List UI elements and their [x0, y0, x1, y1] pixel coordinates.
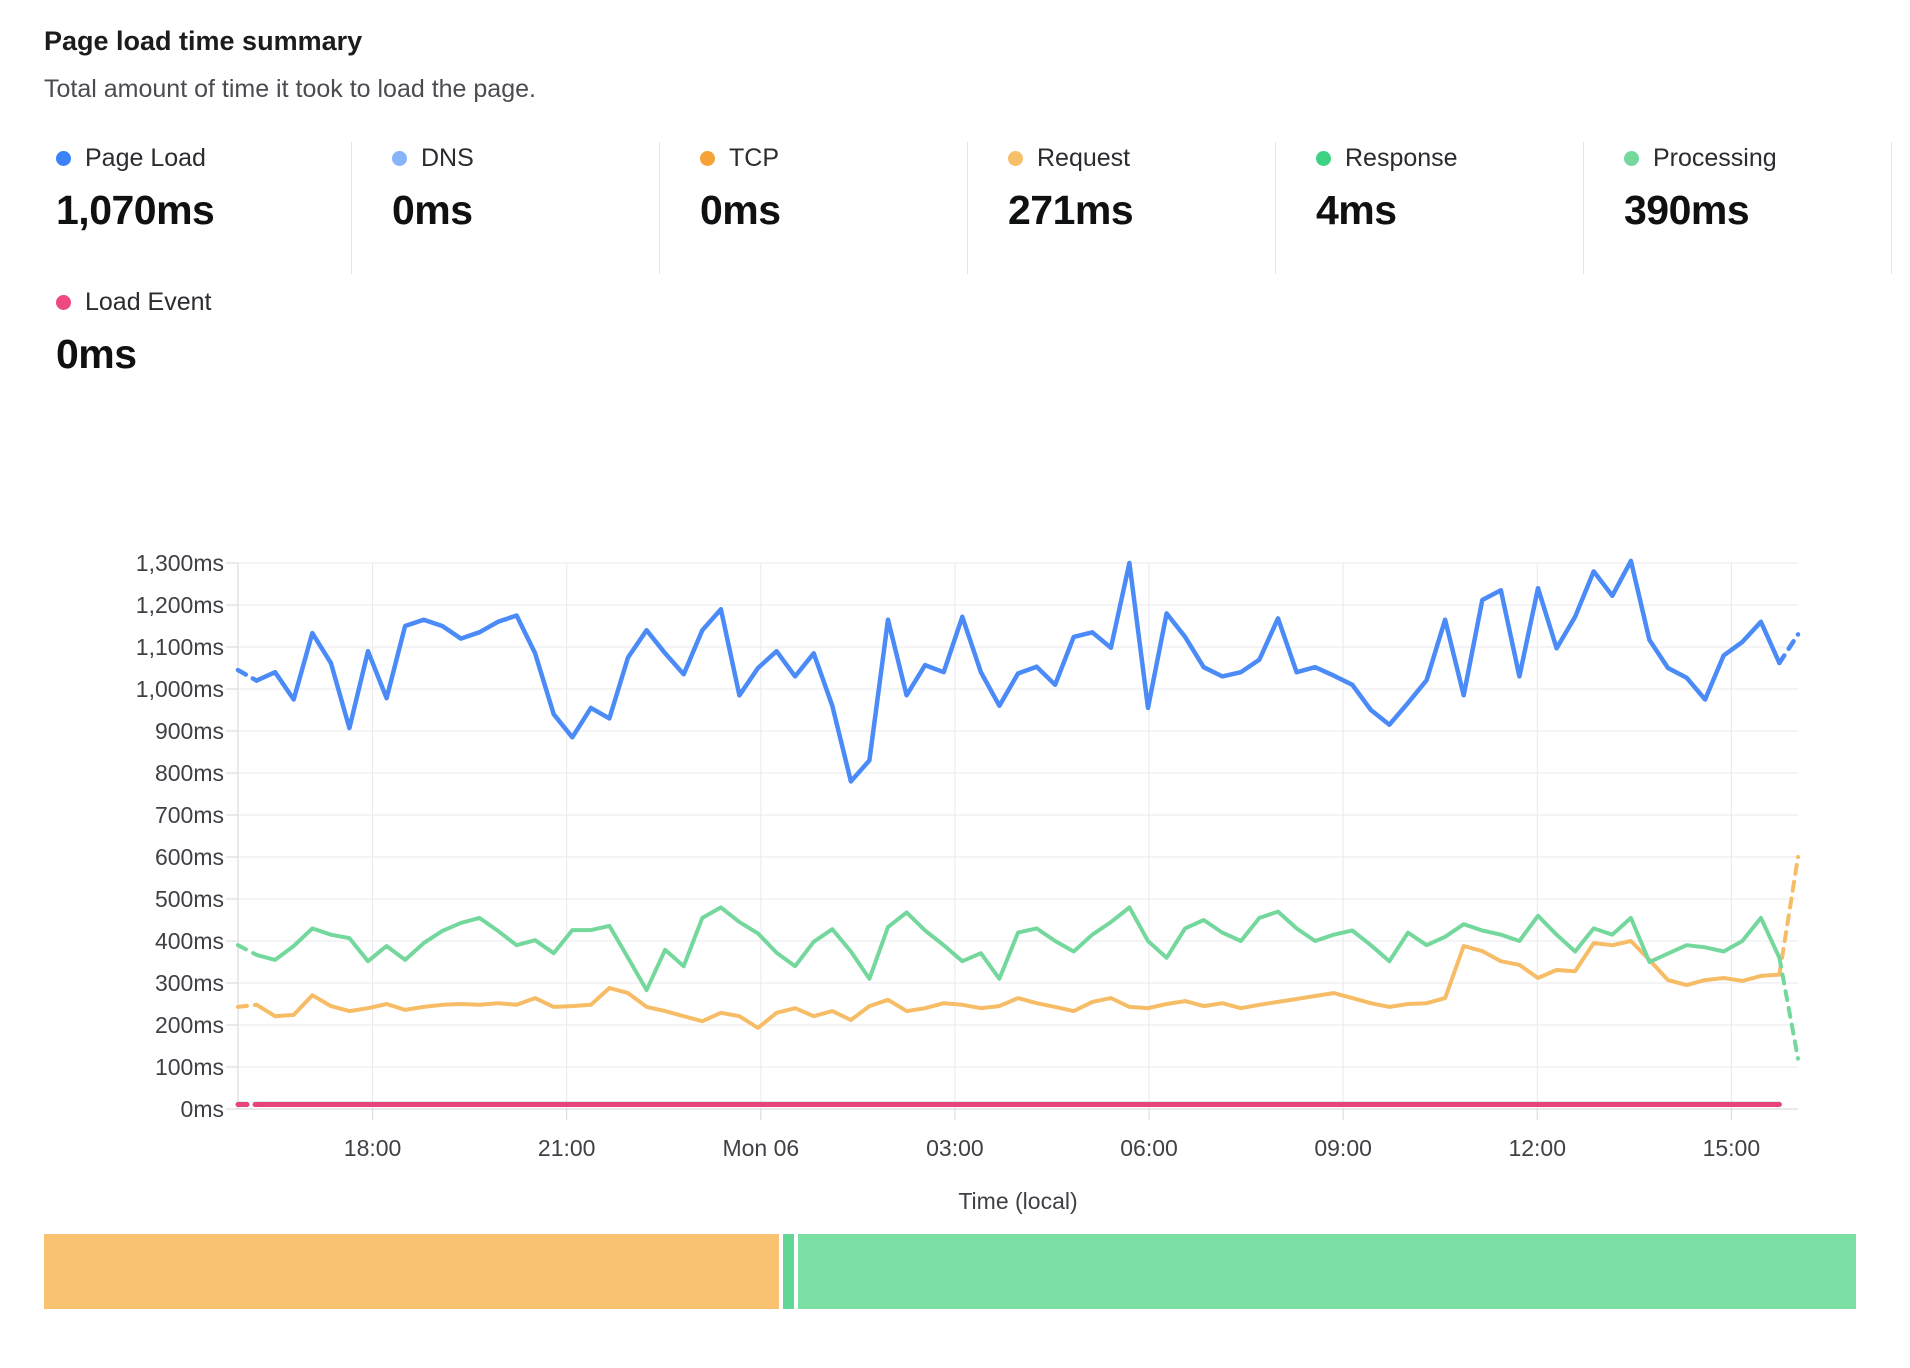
metric-load-event-label-row: Load Event	[56, 288, 1910, 317]
y-axis-label-800ms: 800ms	[154, 760, 224, 786]
timing-breakdown-bar	[44, 1234, 1856, 1309]
series-line-request	[254, 939, 1782, 1030]
y-axis-label-900ms: 900ms	[154, 718, 224, 744]
series-dash-end-processing	[1777, 955, 1800, 1061]
metric-page-load: Page Load 1,070ms	[44, 142, 352, 274]
series-dash-start-page-load	[235, 667, 259, 683]
y-axis-label-400ms: 400ms	[154, 928, 224, 954]
series-dash-start-processing	[236, 943, 259, 957]
metric-processing-label-row: Processing	[1624, 144, 1891, 173]
y-axis-label-1000ms: 1,000ms	[135, 676, 224, 702]
x-axis-label-Mon06: Mon 06	[722, 1135, 800, 1161]
metric-request-value: 271ms	[1008, 187, 1134, 233]
metric-page-load-value: 1,070ms	[56, 187, 215, 233]
y-axis-label-0ms: 0ms	[180, 1096, 224, 1122]
x-axis-label-1200: 12:00	[1508, 1135, 1567, 1161]
metric-dns-value: 0ms	[392, 187, 473, 233]
load-event-legend-dot-icon	[56, 295, 71, 310]
x-axis-label-0300: 03:00	[926, 1135, 984, 1161]
metric-dns: DNS 0ms	[352, 142, 660, 274]
y-axis-label-1300ms: 1,300ms	[135, 550, 224, 576]
request-legend-dot-icon	[1008, 151, 1023, 166]
metric-load-event-label: Load Event	[85, 288, 212, 316]
x-axis-label-0600: 06:00	[1120, 1135, 1178, 1161]
metric-page-load-label: Page Load	[85, 144, 206, 172]
metric-tcp: TCP 0ms	[660, 142, 968, 274]
x-axis-label-0900: 09:00	[1314, 1135, 1372, 1161]
page-title: Page load time summary	[44, 26, 363, 56]
metric-response: Response 4ms	[1276, 142, 1584, 274]
page-load-legend-dot-icon	[56, 151, 71, 166]
y-axis-label-100ms: 100ms	[154, 1054, 224, 1080]
x-axis-label-1500: 15:00	[1702, 1135, 1761, 1161]
y-axis-label-1200ms: 1,200ms	[135, 592, 224, 618]
x-axis-label-1800: 18:00	[343, 1135, 402, 1161]
latency-chart: Time (local) 1,300ms 1,200ms 1,100ms 1,000m…	[44, 543, 1856, 1328]
plot-canvas[interactable]	[226, 558, 1801, 1120]
metric-response-label: Response	[1345, 144, 1458, 172]
metrics-row: Page Load 1,070ms DNS 0ms TCP 0ms Request 271ms…	[44, 142, 1910, 274]
y-axis-label-300ms: 300ms	[154, 970, 224, 996]
response-legend-dot-icon	[1316, 151, 1331, 166]
metric-load-event-value: 0ms	[56, 331, 137, 377]
metric-response-label-row: Response	[1316, 144, 1583, 173]
y-axis-label-500ms: 500ms	[154, 886, 224, 912]
metric-tcp-label: TCP	[729, 144, 779, 172]
metric-request-label-row: Request	[1008, 144, 1275, 173]
series-dash-end-page-load	[1777, 632, 1801, 666]
metric-processing-value: 390ms	[1624, 187, 1750, 233]
metric-load-event: Load Event 0ms	[56, 288, 1910, 378]
y-axis-label-700ms: 700ms	[154, 802, 224, 828]
metric-tcp-value: 0ms	[700, 187, 781, 233]
metric-page-load-label-row: Page Load	[56, 144, 351, 173]
y-axis-label-200ms: 200ms	[154, 1012, 224, 1038]
breakdown-segment-response	[783, 1234, 794, 1309]
metrics-row-2: Load Event 0ms	[44, 288, 1910, 378]
x-axis-title: Time (local)	[958, 1188, 1078, 1214]
metric-dns-label: DNS	[421, 144, 474, 172]
processing-legend-dot-icon	[1624, 151, 1639, 166]
dns-legend-dot-icon	[392, 151, 407, 166]
metric-request-label: Request	[1037, 144, 1131, 172]
breakdown-segment-request	[44, 1234, 780, 1309]
x-axis-label-2100: 21:00	[537, 1135, 596, 1161]
y-axis-label-600ms: 600ms	[154, 844, 224, 870]
page-subtitle: Total amount of time it took to load the…	[44, 75, 536, 103]
metric-request: Request 271ms	[968, 142, 1276, 274]
metric-response-value: 4ms	[1316, 187, 1397, 233]
tcp-legend-dot-icon	[700, 151, 715, 166]
metric-dns-label-row: DNS	[392, 144, 659, 173]
plot-region	[226, 558, 1801, 1120]
series-dash-start-request	[236, 1002, 259, 1009]
breakdown-segment-processing	[798, 1234, 1856, 1309]
metric-processing: Processing 390ms	[1584, 142, 1892, 274]
y-axis-label-1100ms: 1,100ms	[135, 634, 224, 660]
series-dash-end-request	[1777, 855, 1800, 977]
series-line-page-load	[254, 558, 1782, 784]
series-line-processing	[254, 905, 1782, 993]
metric-tcp-label-row: TCP	[700, 144, 967, 173]
metric-processing-label: Processing	[1653, 144, 1777, 172]
